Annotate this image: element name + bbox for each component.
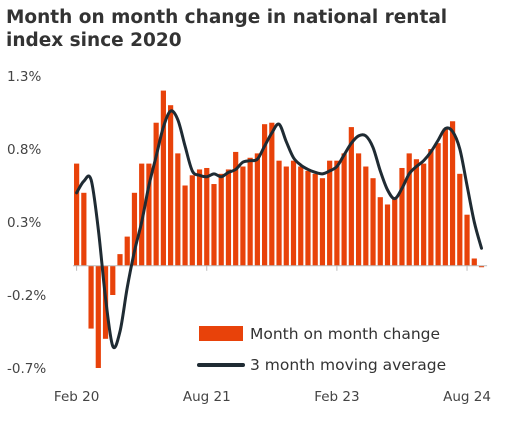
y-tick-label: -0.7% <box>7 361 46 377</box>
bar <box>355 153 362 266</box>
bar <box>233 151 239 266</box>
bar <box>327 160 333 266</box>
bar <box>254 153 260 266</box>
bar <box>305 170 311 266</box>
y-tick-label: -0.2% <box>7 288 46 304</box>
bar <box>392 197 398 266</box>
bar <box>204 167 210 266</box>
bar <box>168 105 174 266</box>
bar <box>240 166 246 266</box>
moving-average-line <box>75 109 483 350</box>
bar <box>153 122 159 266</box>
bar <box>334 160 340 266</box>
bar <box>88 265 94 329</box>
chart-title: Month on month change in national rental… <box>6 7 448 51</box>
x-tick-label: Aug 21 <box>183 389 231 405</box>
bar <box>435 143 441 266</box>
bar <box>399 167 405 266</box>
x-tick-label: Feb 20 <box>54 389 99 405</box>
bar <box>211 184 217 266</box>
bar <box>348 127 354 266</box>
bar <box>81 192 87 266</box>
y-tick-label: 1.3% <box>7 69 41 85</box>
bar <box>464 214 470 266</box>
bar <box>298 166 304 266</box>
bar-series <box>74 90 485 368</box>
y-tick-label: 0.8% <box>7 142 41 158</box>
legend: Month on month change 3 month moving aver… <box>197 325 446 374</box>
x-axis-ticks: Feb 20 Aug 21 Feb 23 Aug 24 <box>54 265 491 405</box>
bar <box>370 178 376 266</box>
bar <box>124 236 130 266</box>
y-axis-ticks: 1.3% 0.8% 0.3% -0.2% -0.7% <box>7 69 46 377</box>
bar <box>225 169 232 266</box>
bar <box>196 169 203 266</box>
bar <box>131 192 138 266</box>
bar <box>262 124 268 266</box>
bar <box>276 160 282 266</box>
bar <box>312 173 318 266</box>
x-tick-label: Aug 24 <box>443 389 491 405</box>
bar <box>457 173 463 266</box>
bar <box>471 258 477 266</box>
legend-label-bar: Month on month change <box>250 325 440 343</box>
bar <box>377 197 383 266</box>
bar <box>95 265 101 368</box>
bar <box>182 185 188 266</box>
bar <box>421 163 427 266</box>
bar <box>413 159 420 266</box>
bar <box>160 90 166 266</box>
bar <box>189 175 195 266</box>
bar <box>247 157 253 266</box>
bar <box>428 149 434 266</box>
bar <box>442 128 448 266</box>
bar <box>406 153 412 266</box>
bar <box>175 153 181 266</box>
legend-swatch-bar <box>199 326 243 341</box>
bar <box>74 163 80 266</box>
bar <box>110 265 116 295</box>
bar <box>117 254 123 266</box>
bar <box>290 160 297 266</box>
x-tick-label: Feb 23 <box>314 389 359 405</box>
bar <box>363 166 369 266</box>
bar <box>384 204 391 266</box>
legend-label-line: 3 month moving average <box>250 356 446 374</box>
bar <box>146 163 152 266</box>
bar <box>283 166 289 266</box>
y-tick-label: 0.3% <box>7 215 41 231</box>
bar <box>449 121 456 266</box>
bar <box>218 173 224 266</box>
bar <box>341 153 347 266</box>
bar <box>269 122 275 266</box>
bar <box>478 265 485 268</box>
bar <box>319 178 326 266</box>
